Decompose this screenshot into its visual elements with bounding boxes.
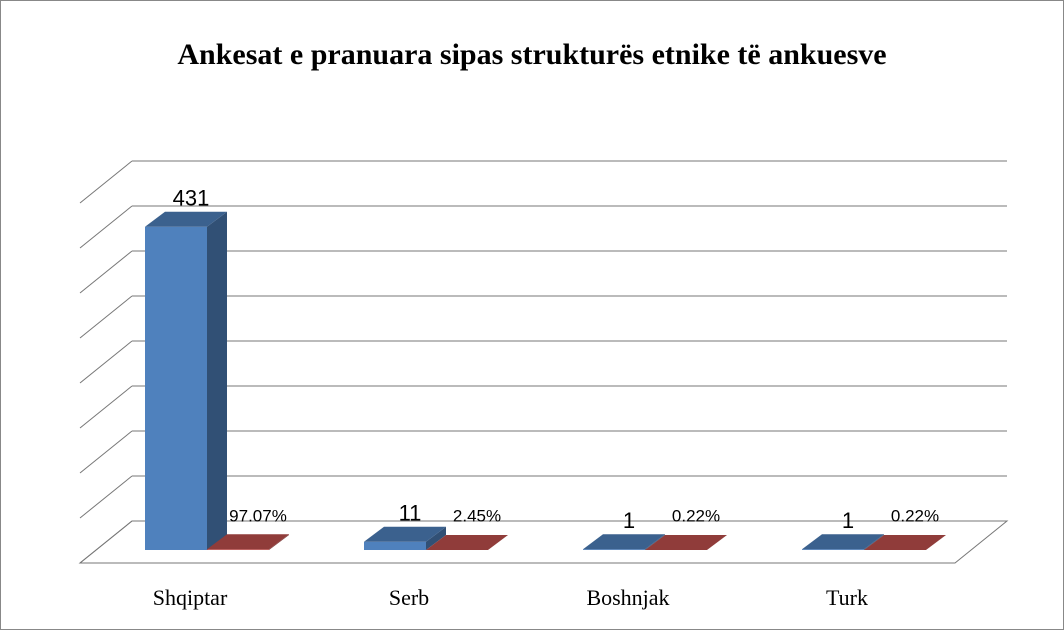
wall-line [79,205,133,249]
bar-top [426,534,508,550]
wall-line [79,295,133,339]
data-label: 0.22% [891,506,939,525]
bar-top [583,534,665,550]
bar-top [364,526,446,542]
wall-line [79,430,133,474]
data-label: 431 [173,186,210,211]
wall-line [79,250,133,294]
bar-front [364,541,426,550]
x-tick-label: Turk [826,585,868,610]
data-label: 1 [842,508,854,533]
chart-title: Ankesat e pranuara sipas strukturës etni… [177,38,887,71]
bar-top [864,534,946,550]
bar-front [145,226,207,550]
bar-top [645,534,727,550]
x-tick-label: Shqiptar [153,585,228,610]
bar-front [583,549,645,550]
bar-side [269,534,289,550]
x-tick-label: Boshnjak [586,585,669,610]
data-label: 2.45% [453,506,501,525]
data-label: 0.22% [672,506,720,525]
bar-front [207,549,269,550]
bar-side [645,534,665,550]
x-tick-label: Serb [389,585,429,610]
wall-line [79,475,133,519]
bar-side [864,534,884,550]
bar-side [707,534,727,550]
bar-side [488,534,508,550]
bar-side [426,526,446,550]
bar-side [207,211,227,550]
bar-side [926,534,946,550]
data-label: 11 [399,501,422,526]
wall-line [79,520,133,564]
bar-front [802,549,864,550]
bar-top [145,211,227,227]
wall-line [79,385,133,429]
bar-top [802,534,884,550]
bar-top [207,534,289,550]
wall-line [79,340,133,384]
data-label: 1 [623,508,635,533]
data-label: 97.07% [229,506,287,525]
wall-line [79,160,133,204]
